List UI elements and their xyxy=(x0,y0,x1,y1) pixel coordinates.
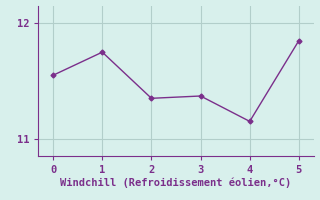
X-axis label: Windchill (Refroidissement éolien,°C): Windchill (Refroidissement éolien,°C) xyxy=(60,178,292,188)
